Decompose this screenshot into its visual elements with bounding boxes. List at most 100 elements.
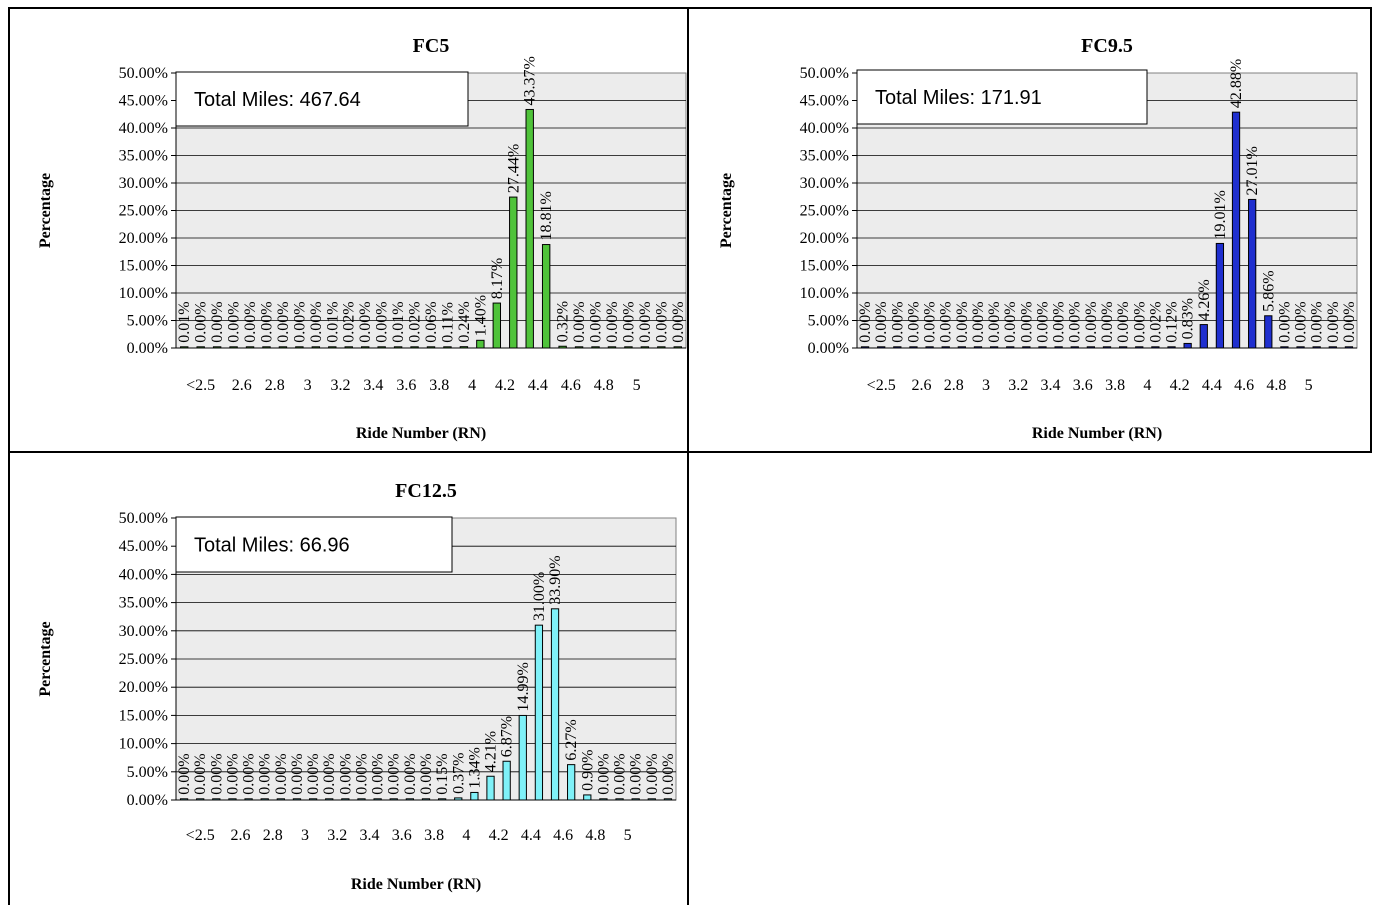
bar (550, 608, 560, 801)
bar (941, 346, 950, 349)
frame-line-right (1370, 7, 1372, 453)
x-tick-label: 3.6 (392, 827, 412, 844)
bar (558, 345, 567, 349)
data-label: 0.01% (324, 301, 341, 342)
bar (393, 346, 403, 349)
data-label: 4.26% (1196, 279, 1213, 320)
x-tick-label: 3.4 (363, 377, 383, 394)
bar (179, 798, 189, 801)
x-tick-label: <2.5 (867, 377, 896, 394)
data-label: 0.00% (1276, 301, 1293, 342)
y-tick-label: 30.00% (119, 175, 168, 192)
bar (615, 798, 624, 801)
data-label: 0.00% (922, 301, 939, 342)
bar (228, 798, 237, 801)
x-tick-label: 4 (1143, 377, 1151, 394)
y-tick-label: 40.00% (119, 566, 168, 583)
data-label: 0.00% (595, 753, 612, 794)
bar (1167, 346, 1176, 349)
bar (640, 346, 650, 349)
bar (295, 346, 304, 349)
bar (1280, 346, 1289, 349)
data-label: 0.00% (1115, 301, 1132, 342)
x-tick-label: 3.8 (424, 827, 444, 844)
data-label: 14.99% (515, 662, 532, 711)
data-label: 0.24% (456, 301, 473, 342)
data-label: 0.00% (1018, 301, 1035, 342)
total-miles-box (175, 71, 469, 127)
x-tick-label: 4.4 (528, 377, 548, 394)
bar (1038, 346, 1047, 349)
data-label: 0.02% (1147, 301, 1164, 342)
bar (1070, 346, 1079, 349)
x-tick-label: 4.2 (489, 827, 509, 844)
data-label: 0.00% (588, 301, 605, 342)
y-tick-label: 0.00% (127, 792, 168, 809)
data-label: 0.00% (1099, 301, 1116, 342)
bar (502, 760, 511, 801)
data-label: 0.00% (1293, 301, 1310, 342)
bar (308, 798, 318, 801)
data-label: 0.15% (434, 753, 451, 794)
x-tick-label: 2.6 (232, 377, 252, 394)
x-tick-label: <2.5 (186, 827, 215, 844)
x-axis-label: Ride Number (RN) (356, 425, 486, 442)
data-label: 0.00% (374, 301, 391, 342)
data-label: 0.00% (291, 301, 308, 342)
data-label: 0.00% (612, 753, 629, 794)
bar (426, 346, 436, 349)
data-label: 0.00% (208, 753, 225, 794)
bar (583, 794, 592, 801)
bar (673, 346, 682, 349)
bar (624, 346, 633, 349)
data-label: 0.01% (390, 301, 407, 342)
bar (180, 346, 189, 349)
y-tick-label: 5.00% (127, 313, 168, 330)
x-tick-label: 2.8 (263, 827, 283, 844)
x-tick-label: 4.6 (553, 827, 573, 844)
data-label: 27.01% (1244, 146, 1261, 195)
y-tick-label: 15.00% (800, 258, 849, 275)
y-tick-label: 45.00% (800, 93, 849, 110)
data-label: 0.00% (1341, 301, 1358, 342)
bar (1264, 315, 1273, 349)
y-axis-label: Percentage (37, 173, 54, 248)
total-miles-box (856, 69, 1148, 125)
bar (1006, 346, 1015, 349)
bar (344, 346, 353, 349)
total-miles-label: Total Miles: 467.64 (194, 89, 361, 111)
bar (534, 624, 544, 801)
data-label: 0.00% (644, 753, 661, 794)
data-label: 0.32% (555, 301, 572, 342)
bar (443, 346, 452, 349)
data-label: 0.90% (579, 750, 596, 791)
y-tick-label: 20.00% (800, 230, 849, 247)
bar (262, 346, 271, 349)
bar (631, 798, 640, 801)
frame-line-left (8, 7, 10, 905)
y-tick-label: 30.00% (119, 623, 168, 640)
y-tick-label: 0.00% (808, 340, 849, 357)
bar (229, 346, 238, 349)
bar (663, 798, 673, 801)
bar (212, 346, 222, 349)
x-tick-label: 3 (304, 377, 312, 394)
x-tick-label: 4.6 (561, 377, 581, 394)
data-label: 0.00% (289, 753, 306, 794)
y-tick-label: 15.00% (119, 707, 168, 724)
data-label: 0.00% (370, 753, 387, 794)
data-label: 0.00% (1051, 301, 1068, 342)
data-label: 0.00% (224, 753, 241, 794)
bar (1231, 111, 1241, 349)
total-miles-box (175, 516, 453, 573)
frame-line-top (8, 7, 1372, 9)
bar (476, 339, 485, 349)
data-label: 0.00% (1067, 301, 1084, 342)
bar (196, 798, 205, 801)
data-label: 0.37% (450, 753, 467, 794)
data-label: 0.00% (670, 301, 687, 342)
y-tick-label: 5.00% (127, 764, 168, 781)
data-label: 0.00% (986, 301, 1003, 342)
data-label: 0.00% (193, 301, 210, 342)
bar (357, 798, 366, 801)
